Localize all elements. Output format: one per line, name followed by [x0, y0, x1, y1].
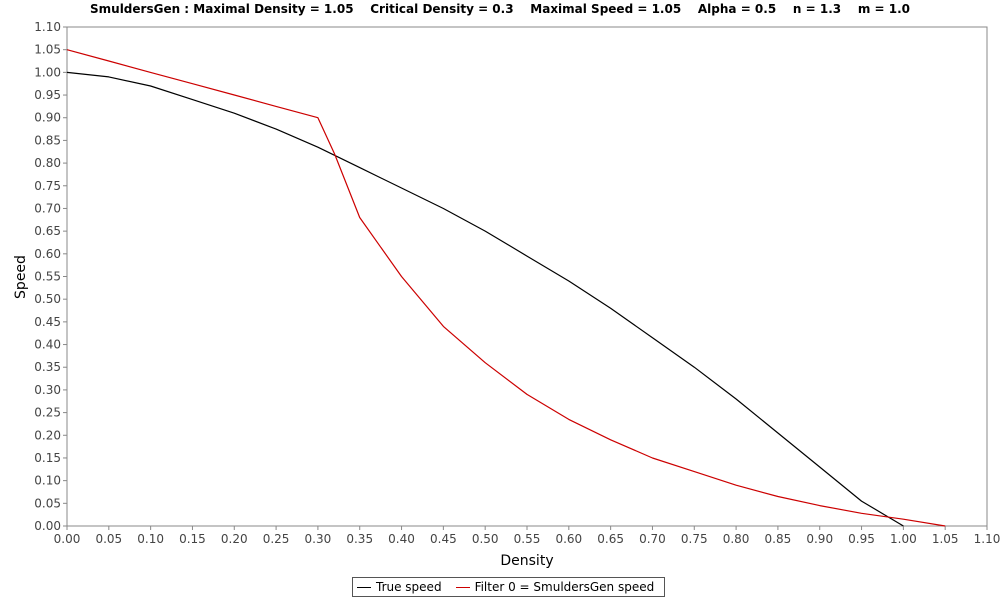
y-tick-label: 0.05: [34, 496, 61, 510]
legend-swatch-filter-speed: [455, 586, 470, 588]
y-tick-label: 0.40: [34, 338, 61, 352]
x-tick-label: 1.00: [890, 532, 917, 546]
y-tick-label: 0.80: [34, 156, 61, 170]
x-tick-label: 0.00: [54, 532, 81, 546]
y-tick-label: 0.55: [34, 270, 61, 284]
y-tick-label: 0.70: [34, 201, 61, 215]
x-tick-label: 0.95: [848, 532, 875, 546]
series-line-1: [66, 49, 946, 527]
y-tick-label: 0.65: [34, 224, 61, 238]
y-tick-label: 0.15: [34, 451, 61, 465]
y-tick-label: 1.05: [34, 43, 61, 57]
x-tick-label: 0.05: [95, 532, 122, 546]
x-tick-label: 0.55: [514, 532, 541, 546]
x-tick-label: 0.75: [681, 532, 708, 546]
y-axis-label: Speed: [13, 255, 29, 299]
x-tick-label: 0.85: [765, 532, 792, 546]
legend-swatch-true-speed: [357, 586, 371, 588]
x-tick-label: 0.65: [597, 532, 624, 546]
y-tick-label: 1.10: [34, 20, 61, 34]
x-tick-label: 0.50: [472, 532, 499, 546]
y-tick-label: 0.00: [34, 519, 61, 533]
legend-item-true-speed: True speed: [357, 580, 442, 594]
legend-label-filter-speed: Filter 0 = SmuldersGen speed: [474, 580, 655, 594]
y-tick-label: 0.85: [34, 133, 61, 147]
y-tick-label: 0.20: [34, 428, 61, 442]
y-axis: 0.00 0.05 0.10 0.15 0.20 0.25 0.30 0.35 0.40 0.45…: [34, 20, 67, 533]
x-tick-label: 0.80: [723, 532, 750, 546]
y-tick-label: 0.50: [34, 292, 61, 306]
x-tick-label: 0.40: [388, 532, 415, 546]
y-tick-label: 1.00: [34, 65, 61, 79]
plot-area: [66, 26, 988, 527]
series-layer: [66, 49, 946, 527]
y-tick-label: 0.90: [34, 111, 61, 125]
x-tick-label: 0.10: [137, 532, 164, 546]
x-axis: 0.00 0.05 0.10 0.15 0.20 0.25 0.30 0.35 0.40 0.45…: [54, 526, 1000, 546]
legend-item-filter-speed: Filter 0 = SmuldersGen speed: [455, 580, 655, 594]
y-tick-label: 0.10: [34, 474, 61, 488]
x-tick-label: 0.70: [639, 532, 666, 546]
x-tick-label: 1.10: [974, 532, 1000, 546]
legend-label-true-speed: True speed: [376, 580, 442, 594]
x-tick-label: 0.60: [555, 532, 582, 546]
x-tick-label: 0.20: [221, 532, 248, 546]
y-tick-label: 0.95: [34, 88, 61, 102]
legend: True speed Filter 0 = SmuldersGen speed: [352, 577, 666, 597]
x-tick-label: 0.45: [430, 532, 457, 546]
x-tick-label: 0.30: [305, 532, 332, 546]
y-tick-label: 0.45: [34, 315, 61, 329]
y-tick-label: 0.30: [34, 383, 61, 397]
y-tick-label: 0.35: [34, 360, 61, 374]
x-axis-label: Density: [500, 553, 553, 569]
y-tick-label: 0.75: [34, 179, 61, 193]
chart-title: SmuldersGen : Maximal Density = 1.05 Cri…: [90, 2, 910, 16]
x-tick-label: 0.35: [346, 532, 373, 546]
series-line-0: [66, 71, 904, 527]
x-tick-label: 0.90: [806, 532, 833, 546]
x-tick-label: 0.25: [263, 532, 290, 546]
x-tick-label: 0.15: [179, 532, 206, 546]
x-tick-label: 1.05: [932, 532, 959, 546]
y-tick-label: 0.25: [34, 406, 61, 420]
y-tick-label: 0.60: [34, 247, 61, 261]
